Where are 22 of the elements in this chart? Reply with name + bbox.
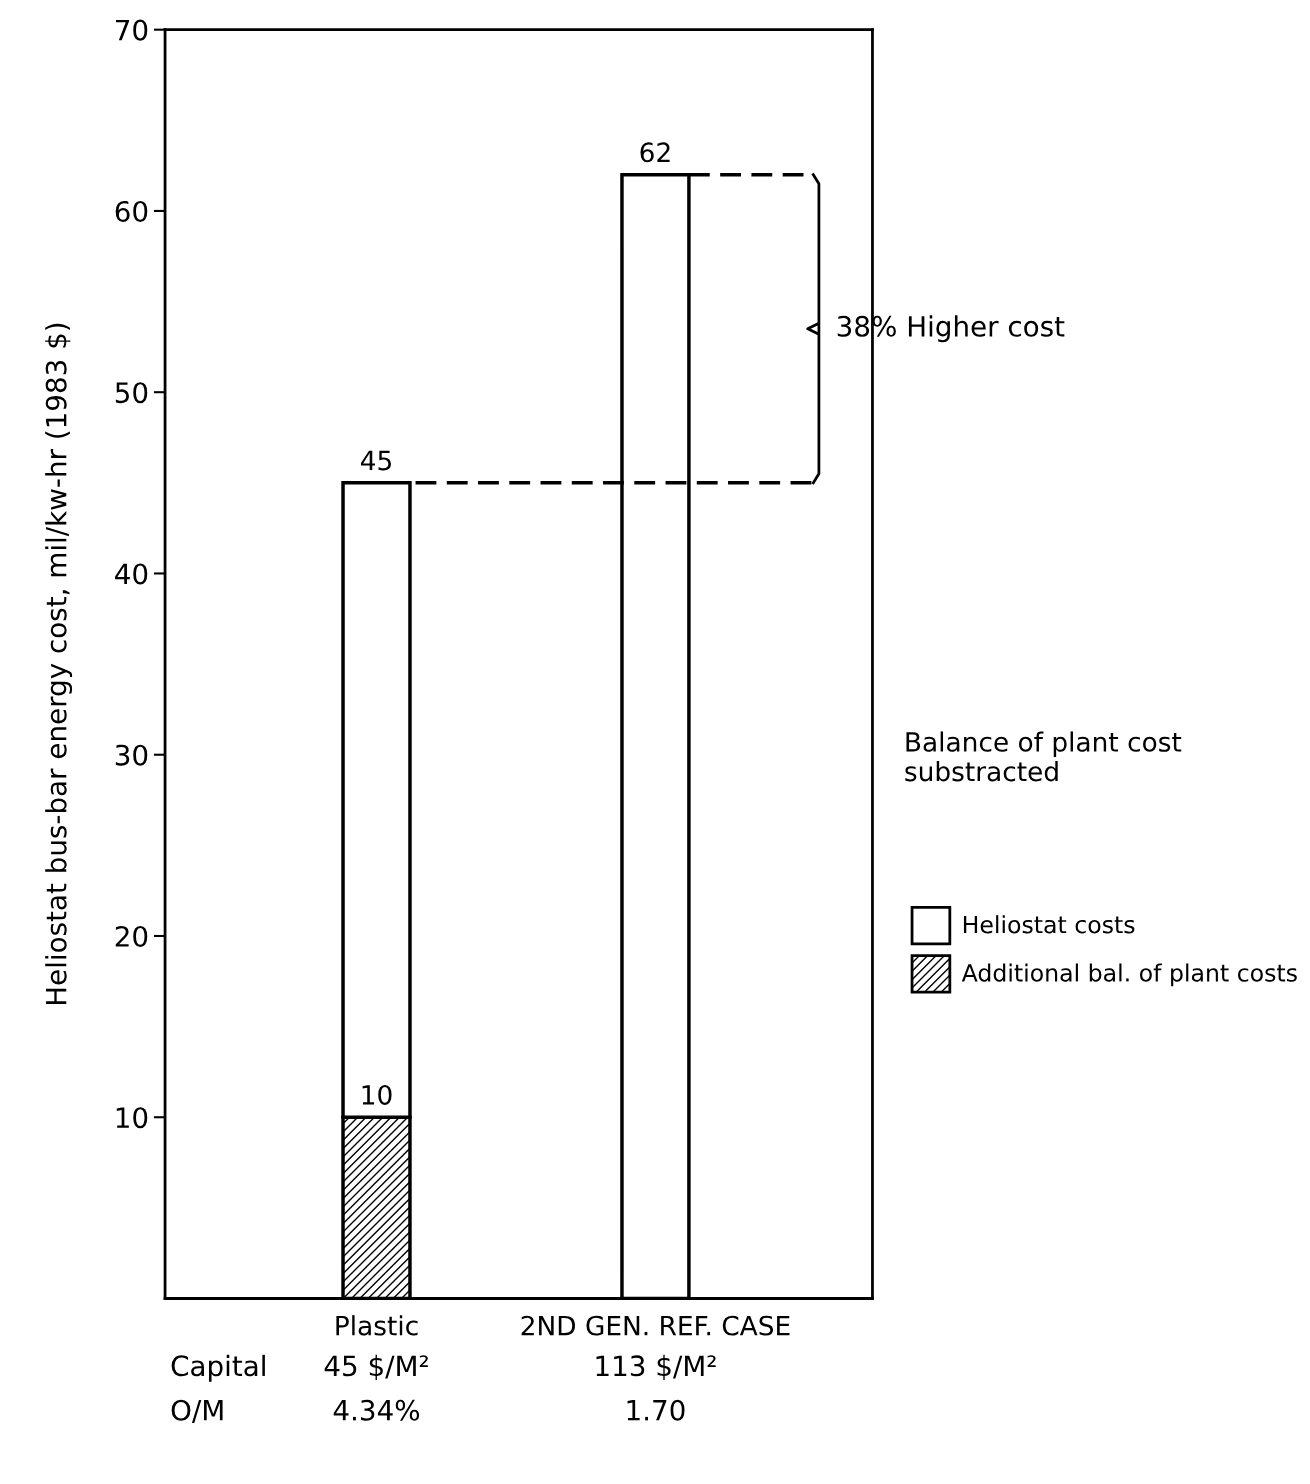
text: 1.70 <box>627 1399 685 1421</box>
text: 45 $/M² <box>324 1354 428 1381</box>
y-tick-label: 70 <box>116 19 148 41</box>
x-tick-label: Plastic <box>336 1315 418 1336</box>
total-label: 62 <box>640 142 670 163</box>
text: 4.34% <box>333 1399 420 1421</box>
y-tick-label: 10 <box>116 1107 148 1129</box>
text: 113 $/M² <box>596 1354 716 1381</box>
total-label: 45 <box>361 450 391 471</box>
text: O/M <box>171 1399 223 1423</box>
y-tick-label: 30 <box>115 744 148 766</box>
y-tick-label: 20 <box>115 925 148 947</box>
legend-title: Balance of plant cost substracted <box>905 731 1182 782</box>
text: Capital <box>171 1354 265 1382</box>
y-tick-label: 40 <box>115 563 148 585</box>
legend-label: Additional bal. of plant costs <box>961 963 1297 987</box>
y-tick-label: 60 <box>115 200 148 222</box>
x-tick-label: 2ND GEN. REF. CASE <box>521 1315 790 1336</box>
y-axis-title: Heliostat bus-bar energy cost, mil/kw-hr (1983 $) <box>45 323 73 1005</box>
data-label: 10 <box>362 1084 392 1105</box>
legend-label: Heliostat costs <box>963 915 1135 934</box>
y-tick-label: 50 <box>115 382 148 404</box>
